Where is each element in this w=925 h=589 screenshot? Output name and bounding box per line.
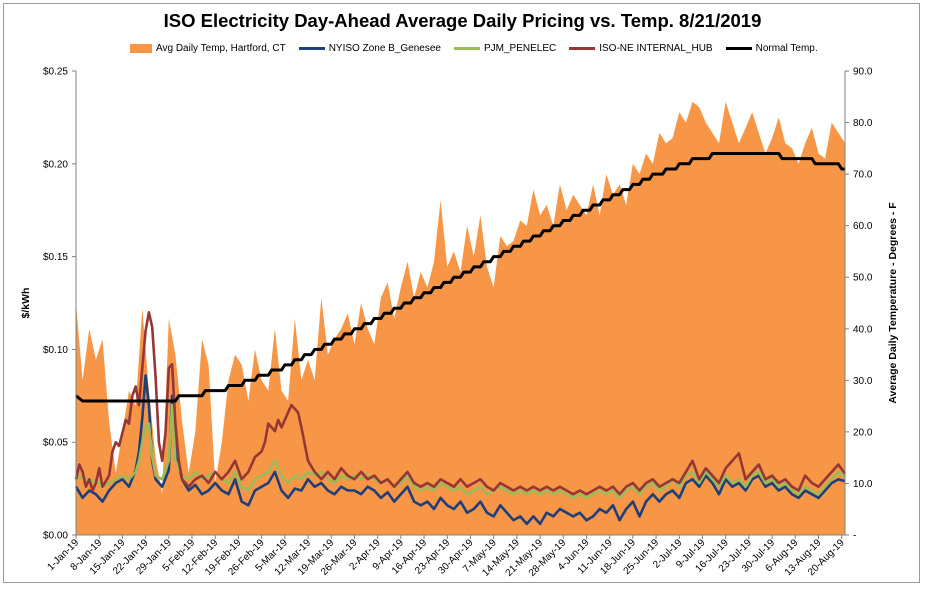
legend-item-isone: ISO-NE INTERNAL_HUB bbox=[569, 42, 713, 54]
y-axis-left-title: $/kWh bbox=[20, 288, 32, 319]
series-layer bbox=[74, 101, 847, 536]
y-left-tick-label: $0.20 bbox=[43, 159, 68, 170]
y-right-tick-label: 90.0 bbox=[853, 67, 873, 78]
legend-item-pjm: PJM_PENELEC bbox=[453, 42, 557, 54]
y-right-tick-label: 80.0 bbox=[853, 118, 873, 129]
legend-label-temp: Avg Daily Temp, Hartford, CT bbox=[156, 42, 286, 54]
legend-label-isone: ISO-NE INTERNAL_HUB bbox=[599, 42, 713, 54]
legend-item-normal: Normal Temp. bbox=[725, 42, 818, 54]
y-right-tick-label: 60.0 bbox=[853, 221, 873, 232]
series-area-avg-daily-temp-hartford-ct bbox=[76, 101, 845, 536]
legend-label-normal: Normal Temp. bbox=[755, 42, 818, 54]
legend-swatch-normal bbox=[725, 46, 752, 50]
legend-item-nyiso: NYISO Zone B_Genesee bbox=[298, 42, 441, 54]
y-left-tick-label: $0.10 bbox=[43, 345, 68, 356]
series-line-normal-temp bbox=[75, 152, 845, 403]
legend-swatch-temp bbox=[130, 43, 152, 53]
y-right-tick-label: 20.0 bbox=[853, 427, 873, 438]
y-axis-right-title: Average Daily Temperature - Degrees - F bbox=[887, 202, 899, 404]
chart-legend: Avg Daily Temp, Hartford, CT NYISO Zone … bbox=[130, 40, 831, 56]
y-right-tick-label: - bbox=[853, 531, 856, 542]
legend-item-temp: Avg Daily Temp, Hartford, CT bbox=[130, 43, 286, 54]
y-right-tick-label: 50.0 bbox=[853, 273, 873, 284]
chart-title: ISO Electricity Day-Ahead Average Daily … bbox=[163, 10, 762, 31]
y-left-tick-label: $0.00 bbox=[43, 531, 68, 542]
legend-swatch-pjm bbox=[453, 46, 480, 50]
y-left-tick-label: $0.05 bbox=[43, 438, 68, 449]
y-right-tick-label: 40.0 bbox=[853, 324, 873, 335]
legend-label-nyiso: NYISO Zone B_Genesee bbox=[328, 42, 441, 54]
series-line-iso-ne-internal-hub bbox=[74, 311, 847, 496]
y-right-tick-label: 30.0 bbox=[853, 376, 873, 387]
y-right-tick-label: 10.0 bbox=[853, 479, 873, 490]
y-right-tick-label: 70.0 bbox=[853, 170, 873, 181]
legend-swatch-nyiso bbox=[298, 46, 325, 50]
y-left-tick-label: $0.15 bbox=[43, 252, 68, 263]
legend-label-pjm: PJM_PENELEC bbox=[483, 42, 557, 54]
legend-swatch-isone bbox=[569, 46, 596, 50]
y-left-tick-label: $0.25 bbox=[43, 67, 68, 78]
